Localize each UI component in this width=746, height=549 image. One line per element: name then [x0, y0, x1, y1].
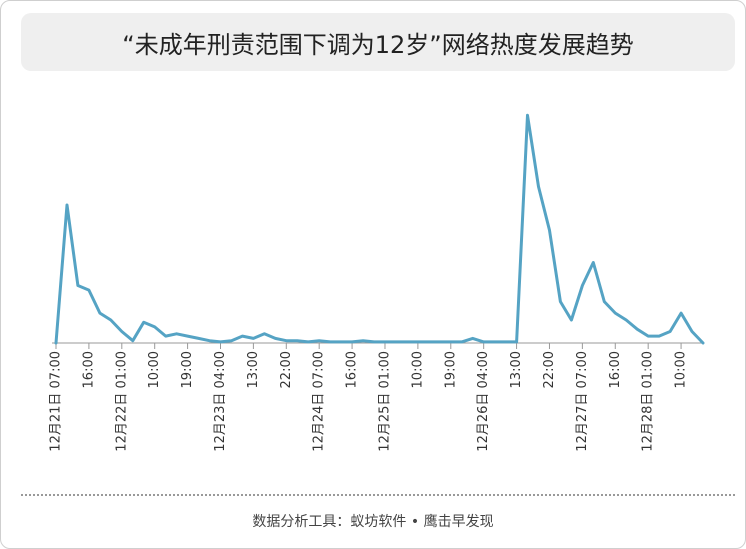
x-tick-label: 16:00 — [81, 351, 96, 388]
x-tick-label: 13:00 — [246, 351, 261, 388]
chart-title: “未成年刑责范围下调为12岁”网络热度发展趋势 — [21, 13, 735, 71]
x-tick-label: 12月24日 07:00 — [312, 351, 327, 452]
x-tick-label: 16:00 — [608, 351, 623, 388]
x-tick-label: 19:00 — [180, 351, 195, 388]
chart: 12月21日 07:00 16:00 12月22日 01:00 10:00 19:00 1… — [49, 113, 705, 452]
x-tick-label: 10:00 — [674, 351, 689, 388]
x-tick-label: 12月25日 01:00 — [377, 351, 392, 452]
x-tick-label: 12月27日 07:00 — [575, 351, 590, 452]
x-tick-label: 12月21日 07:00 — [49, 351, 64, 452]
x-tick-label: 12月28日 01:00 — [641, 351, 656, 452]
line-series — [54, 113, 705, 345]
x-tick-label: 12月22日 01:00 — [114, 351, 129, 452]
x-tick-label: 22:00 — [279, 351, 294, 388]
x-tick-label: 22:00 — [542, 351, 557, 388]
x-tick-label: 19:00 — [443, 351, 458, 388]
x-tick-label: 12月26日 04:00 — [476, 351, 491, 452]
source-note: 数据分析工具：蚁坊软件 • 鹰击早发现 — [252, 514, 494, 530]
divider — [21, 494, 735, 496]
x-tick-label: 10:00 — [410, 351, 425, 388]
x-tick-label: 16:00 — [345, 351, 360, 388]
x-tick-label: 12月23日 04:00 — [213, 351, 228, 452]
x-tick-label: 10:00 — [147, 351, 162, 388]
x-tick-label: 13:00 — [509, 351, 524, 388]
